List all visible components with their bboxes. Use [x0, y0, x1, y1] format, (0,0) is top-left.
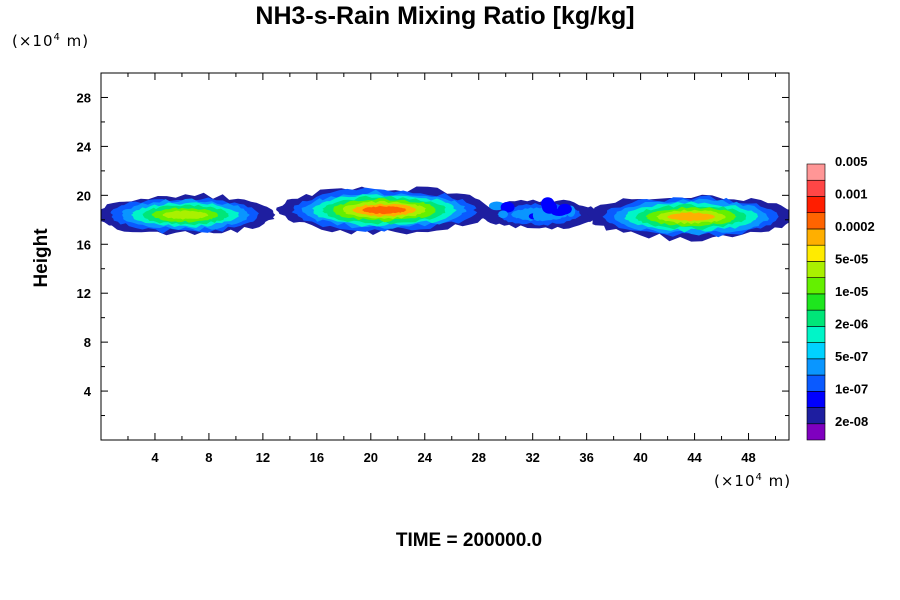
y-tick-label: 12: [77, 286, 91, 301]
colorbar: 2e-08 1e-07 5e-07 2e-06 1e-05 5e-05 0.0002 0.00…: [806, 154, 875, 441]
contour-region: [667, 212, 715, 222]
contour-region: [557, 203, 572, 215]
x-tick-label: 16: [310, 450, 324, 465]
colorbar-swatch: [806, 244, 826, 262]
time-label: TIME = 200000.0: [395, 530, 543, 551]
x-tick-label: 20: [364, 450, 378, 465]
contour-region: [532, 209, 543, 222]
contour-region: [498, 210, 509, 219]
colorbar-swatch: [806, 277, 826, 295]
x-unit-label: (×104 m): [714, 472, 792, 490]
chart-title: NH3-s-Rain Mixing Ratio [kg/kg]: [255, 2, 635, 30]
colorbar-swatch: [806, 163, 826, 181]
contour-region: [489, 201, 505, 211]
colorbar-swatch: [806, 390, 826, 408]
colorbar-label: 1e-05: [835, 284, 868, 299]
x-tick-label: 32: [525, 450, 539, 465]
colorbar-label: 5e-05: [835, 251, 868, 266]
colorbar-swatch: [806, 309, 826, 327]
x-tick-label: 36: [579, 450, 593, 465]
y-tick-label: 8: [84, 335, 91, 350]
colorbar-swatch: [806, 228, 826, 246]
contour-field: [101, 186, 789, 242]
plot-frame: [100, 72, 790, 441]
contour-region: [162, 210, 209, 220]
y-tick-label: 16: [77, 237, 91, 252]
colorbar-label: 2e-08: [835, 414, 868, 429]
x-tick-label: 4: [151, 450, 159, 465]
colorbar-label: 0.0002: [835, 219, 875, 234]
colorbar-label: 5e-07: [835, 349, 868, 364]
colorbar-swatch: [806, 374, 826, 392]
x-tick-label: 24: [418, 450, 433, 465]
x-tick-label: 40: [633, 450, 647, 465]
colorbar-swatch: [806, 196, 826, 214]
colorbar-swatch: [806, 293, 826, 311]
y-tick-label: 20: [77, 188, 91, 203]
colorbar-label: 1e-07: [835, 381, 868, 396]
x-tick-label: 44: [687, 450, 702, 465]
contour-region: [500, 201, 515, 213]
y-tick-label: 24: [77, 139, 92, 154]
x-tick-label: 48: [741, 450, 755, 465]
y-unit-label: (×104 m): [12, 32, 90, 50]
y-tick-label: 4: [84, 384, 92, 399]
colorbar-swatch: [806, 423, 826, 441]
colorbar-swatch: [806, 179, 826, 197]
x-tick-label: 28: [471, 450, 485, 465]
colorbar-label: 2e-06: [835, 316, 868, 331]
x-tick-label: 12: [256, 450, 270, 465]
x-tick-label: 8: [205, 450, 212, 465]
colorbar-swatch: [806, 212, 826, 230]
colorbar-swatch: [806, 342, 826, 360]
colorbar-swatch: [806, 358, 826, 376]
colorbar-label: 0.001: [835, 186, 868, 201]
colorbar-label: 0.005: [835, 154, 868, 169]
colorbar-swatch: [806, 407, 826, 425]
colorbar-swatch: [806, 261, 826, 278]
contour-region: [362, 205, 407, 215]
y-tick-label: 28: [77, 90, 91, 105]
colorbar-swatch: [806, 326, 826, 343]
